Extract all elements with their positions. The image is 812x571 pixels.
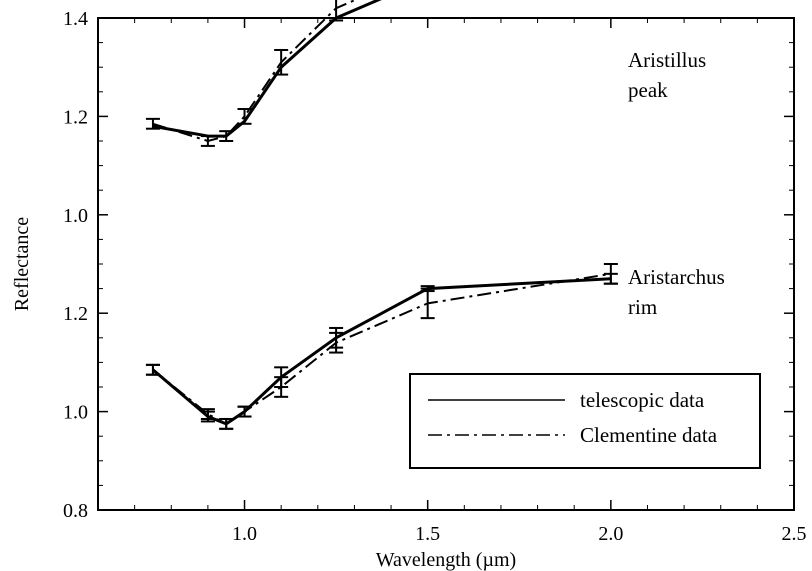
y-tick-label: 1.2 xyxy=(63,303,88,325)
y-tick-label: 1.0 xyxy=(63,205,88,227)
aristillus-label: peak xyxy=(628,78,668,102)
y-tick-label: 1.4 xyxy=(63,8,88,30)
x-tick-label: 1.0 xyxy=(232,523,257,545)
x-axis-title: Wavelength (µm) xyxy=(376,549,516,571)
legend-box xyxy=(409,373,761,469)
series-layer xyxy=(145,0,618,430)
y-tick-label: 1.0 xyxy=(63,402,88,424)
annotations: Aristillus peak Aristarchus rim xyxy=(628,48,725,319)
x-tick-label: 2.0 xyxy=(598,523,623,545)
legend-label-telescopic: telescopic data xyxy=(580,388,705,412)
x-tick-label: 2.5 xyxy=(782,523,807,545)
y-tick-label: 0.8 xyxy=(63,500,88,522)
legend-label-clementine: Clementine data xyxy=(580,423,718,447)
aristillus-clementine-line xyxy=(152,0,358,142)
aristillus-label: Aristillus xyxy=(628,48,706,72)
x-tick-label: 1.5 xyxy=(415,523,440,545)
aristarchus-label: Aristarchus xyxy=(628,265,725,289)
aristarchus-label: rim xyxy=(628,295,657,319)
axis-ticks: 1.0 1.5 2.0 2.5 0.8 1.0 1.2 1.0 1.2 1.4 xyxy=(63,8,807,545)
aristarchus-telescopic-line xyxy=(151,277,611,426)
y-axis-title: Reflectance xyxy=(11,217,33,311)
legend: telescopic data Clementine data xyxy=(409,373,761,469)
aristarchus-clementine-line xyxy=(152,272,612,425)
y-tick-label: 1.2 xyxy=(63,106,88,128)
aristillus-telescopic-line xyxy=(152,0,382,138)
